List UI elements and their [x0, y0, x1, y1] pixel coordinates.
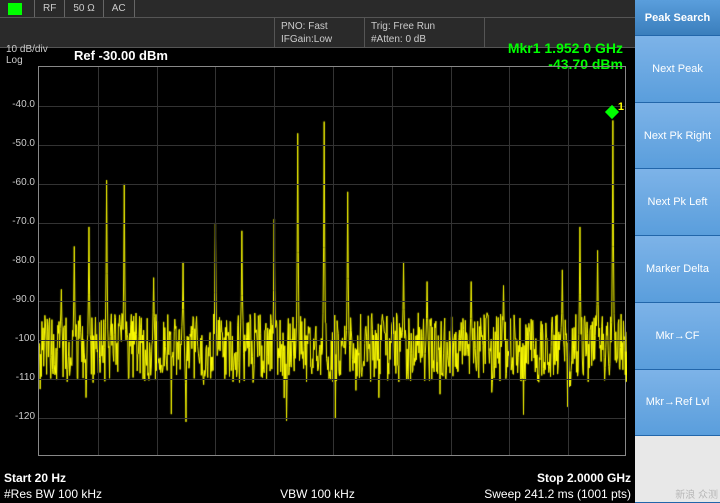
main-plot: PNO: Fast IFGain:Low Trig: Free Run #Att…	[0, 36, 635, 503]
next-pk-right-button[interactable]: Next Pk Right	[635, 103, 720, 170]
pno-label: PNO: Fast	[281, 20, 358, 33]
scale-label: 10 dB/div Log	[6, 44, 48, 66]
y-tick-label: -120	[5, 411, 35, 422]
marker-delta-button[interactable]: Marker Delta	[635, 236, 720, 303]
coupling-cell: AC	[104, 0, 135, 17]
sweep-label: Sweep 241.2 ms (1001 pts)	[422, 487, 631, 501]
y-tick-label: -60.0	[5, 177, 35, 188]
ifgain-label: IFGain:Low	[281, 33, 358, 46]
y-tick-label: -50.0	[5, 138, 35, 149]
sidebar-title: Peak Search	[635, 0, 720, 36]
y-tick-label: -80.0	[5, 255, 35, 266]
mkr-cf-button[interactable]: Mkr→CF	[635, 303, 720, 370]
stop-freq: Stop 2.0000 GHz	[318, 471, 632, 485]
y-tick-label: -100	[5, 333, 35, 344]
axis-range: Start 20 Hz Stop 2.0000 GHz	[4, 471, 631, 485]
start-freq: Start 20 Hz	[4, 471, 318, 485]
vbw-label: VBW 100 kHz	[213, 487, 422, 501]
rf-cell: RF	[35, 0, 65, 17]
sweep-info: #Res BW 100 kHz VBW 100 kHz Sweep 241.2 …	[4, 487, 631, 501]
rbw-label: #Res BW 100 kHz	[4, 487, 213, 501]
watermark: 新浪 众测	[675, 486, 718, 501]
next-pk-left-button[interactable]: Next Pk Left	[635, 169, 720, 236]
sidebar: Peak Search Next Peak Next Pk Right Next…	[635, 0, 720, 503]
plot-area[interactable]	[38, 66, 626, 456]
next-peak-button[interactable]: Next Peak	[635, 36, 720, 103]
status-indicator	[0, 0, 35, 17]
y-tick-label: -40.0	[5, 99, 35, 110]
top-menu-bar: RF 50 Ω AC	[0, 0, 720, 18]
y-tick-label: -110	[5, 372, 35, 383]
ref-label: Ref -30.00 dBm	[74, 48, 168, 63]
impedance-cell: 50 Ω	[65, 0, 103, 17]
mkr-reflvl-button[interactable]: Mkr→Ref Lvl	[635, 370, 720, 437]
marker-number: 1	[618, 101, 624, 113]
atten-label: #Atten: 0 dB	[371, 33, 478, 46]
y-tick-label: -70.0	[5, 216, 35, 227]
trig-label: Trig: Free Run	[371, 20, 478, 33]
y-tick-label: -90.0	[5, 294, 35, 305]
spacer	[135, 0, 720, 17]
